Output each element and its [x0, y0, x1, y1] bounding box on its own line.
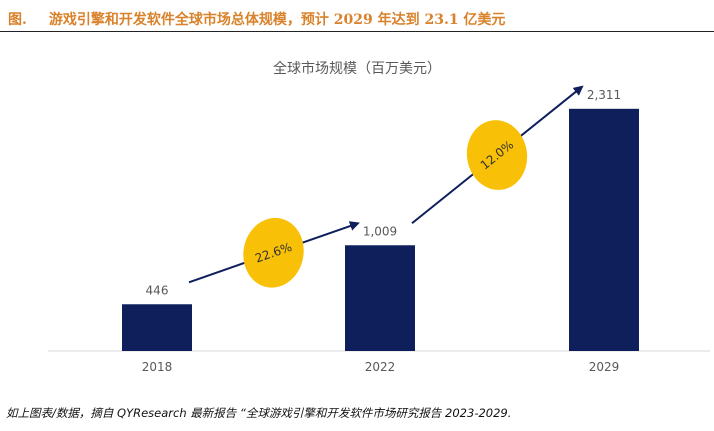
- figure-title: 游戏引擎和开发软件全球市场总体规模，预计 2029 年达到 23.1 亿美元: [48, 12, 506, 28]
- growth-bubble-2022-2029: [466, 120, 528, 190]
- bar-2022: [345, 245, 415, 351]
- data-label-2029: 2,311: [587, 88, 621, 102]
- chart-title: 全球市场规模（百万美元）: [273, 60, 441, 77]
- x-tick-label-2022: 2022: [365, 360, 396, 374]
- x-tick-label-2029: 2029: [589, 360, 620, 374]
- bar-2029: [569, 108, 639, 352]
- x-tick-label-2018: 2018: [142, 360, 173, 374]
- source-footnote: 如上图表/数据，摘自 QYResearch 最新报告 “全球游戏引擎和开发软件市…: [6, 406, 512, 420]
- bar-chart: 全球市场规模（百万美元） 22.6%12.0% 44620181,0092022…: [48, 60, 710, 374]
- header-rule: [0, 31, 714, 32]
- figure-header: 图. 游戏引擎和开发软件全球市场总体规模，预计 2029 年达到 23.1 亿美…: [8, 8, 706, 30]
- growth-bubble-2018-2022: [243, 217, 304, 288]
- figure-label: 图.: [8, 12, 27, 28]
- bar-2018: [122, 304, 192, 351]
- data-label-2018: 446: [146, 283, 169, 297]
- data-label-2022: 1,009: [363, 224, 397, 238]
